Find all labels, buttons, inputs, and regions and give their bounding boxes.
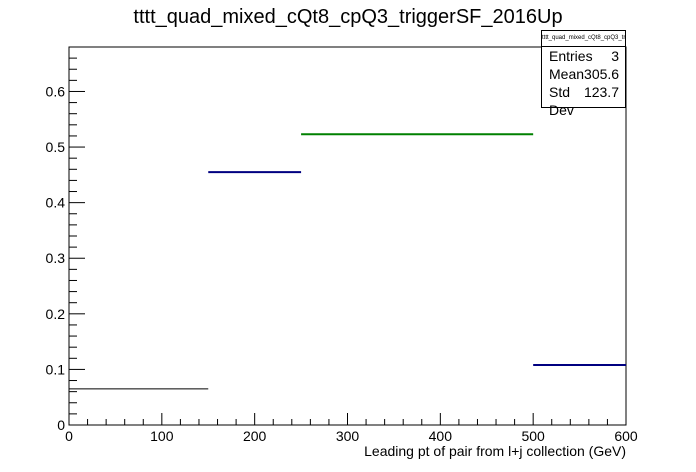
stats-label: Std Dev [549, 84, 574, 118]
chart-title: tttt_quad_mixed_cQt8_cpQ3_triggerSF_2016… [133, 6, 563, 28]
stats-row-mean: Mean 305.6 [542, 65, 625, 83]
x-tick-label: 200 [243, 428, 267, 444]
x-tick-label: 600 [614, 428, 638, 444]
x-tick-label: 400 [429, 428, 453, 444]
y-tick-label: 0.1 [46, 361, 66, 377]
x-tick-label: 0 [65, 428, 73, 444]
y-tick-label: 0.5 [46, 139, 66, 155]
stats-row-entries: Entries 3 [542, 47, 625, 65]
y-tick-label: 0.2 [46, 306, 66, 322]
stats-label: Entries [549, 48, 593, 64]
y-tick-label: 0.6 [46, 83, 66, 99]
stats-label: Mean [549, 66, 585, 82]
stats-value: 123.7 [583, 84, 619, 100]
x-axis-label: Leading pt of pair from l+j collection (… [364, 443, 626, 459]
stats-box-name: tttt_quad_mixed_cQt8_cpQ3_triggerSF_2016… [542, 31, 625, 47]
y-tick-label: 0.4 [46, 195, 66, 211]
stats-row-stddev: Std Dev 123.7 [542, 83, 625, 118]
x-tick-label: 100 [150, 428, 174, 444]
x-tick-label: 500 [521, 428, 545, 444]
x-tick-label: 300 [336, 428, 360, 444]
stats-value: 3 [611, 48, 619, 64]
stats-value: 305.6 [584, 66, 620, 82]
stats-box: tttt_quad_mixed_cQt8_cpQ3_triggerSF_2016… [541, 30, 626, 118]
y-tick-label: 0 [57, 417, 65, 433]
y-tick-label: 0.3 [46, 250, 66, 266]
